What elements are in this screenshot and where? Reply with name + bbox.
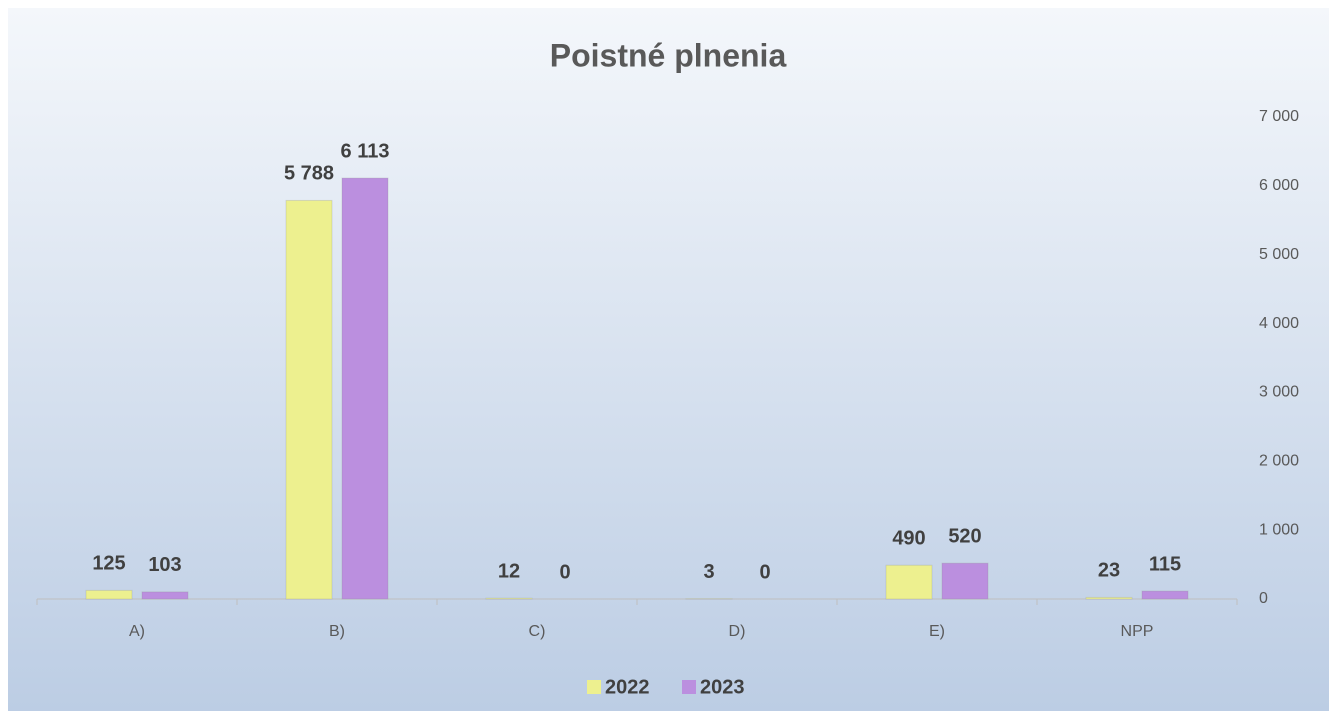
data-label: 490 [892, 528, 925, 550]
data-label: 125 [92, 553, 125, 575]
data-label: 5 788 [284, 163, 334, 185]
x-tick-label: A) [129, 623, 145, 640]
bar [486, 598, 532, 599]
legend-label: 2023 [700, 676, 745, 698]
legend-swatch [587, 680, 601, 694]
y-tick-label: 1 000 [1259, 521, 1299, 538]
bar [1086, 597, 1132, 599]
bar [886, 565, 932, 599]
x-tick-label: E) [929, 623, 945, 640]
bar [86, 590, 132, 599]
y-tick-label: 7 000 [1259, 108, 1299, 125]
data-label: 6 113 [341, 140, 390, 162]
y-tick-label: 3 000 [1259, 384, 1299, 401]
data-label: 520 [948, 525, 981, 547]
data-label: 0 [759, 561, 770, 583]
data-label: 3 [703, 561, 714, 583]
data-label: 0 [559, 561, 570, 583]
bar [942, 563, 988, 599]
bar [142, 592, 188, 599]
y-tick-label: 2 000 [1259, 453, 1299, 470]
x-tick-label: C) [529, 623, 546, 640]
legend-label: 2022 [605, 676, 650, 698]
data-label: 103 [148, 554, 181, 576]
chart-title: Poistné plnenia [550, 37, 787, 73]
chart-background [8, 8, 1329, 711]
data-label: 115 [1149, 553, 1181, 575]
y-tick-label: 0 [1259, 590, 1268, 607]
x-tick-label: B) [329, 623, 345, 640]
y-tick-label: 6 000 [1259, 177, 1299, 194]
y-tick-label: 4 000 [1259, 315, 1299, 332]
x-tick-label: NPP [1121, 623, 1154, 640]
data-label: 12 [498, 560, 520, 582]
bar [1142, 591, 1188, 599]
y-tick-label: 5 000 [1259, 246, 1299, 263]
bar [342, 178, 388, 599]
data-label: 23 [1098, 560, 1120, 582]
x-tick-label: D) [729, 623, 746, 640]
bar [286, 200, 332, 599]
legend-swatch [682, 680, 696, 694]
